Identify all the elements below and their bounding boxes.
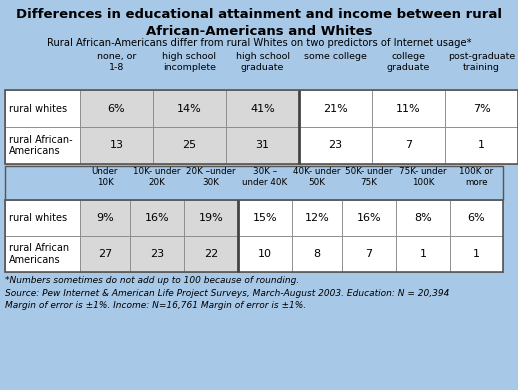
- Text: 14%: 14%: [177, 103, 202, 113]
- Text: 16%: 16%: [145, 213, 169, 223]
- Bar: [130, 200, 184, 236]
- Text: 21%: 21%: [323, 103, 348, 113]
- Text: 25: 25: [182, 140, 196, 151]
- Bar: [80, 127, 153, 164]
- Bar: [153, 90, 226, 127]
- Text: high school
graduate: high school graduate: [236, 52, 290, 72]
- Text: 12%: 12%: [305, 213, 329, 223]
- Text: 19%: 19%: [198, 213, 223, 223]
- Text: rural whites: rural whites: [9, 103, 67, 113]
- Text: 41%: 41%: [250, 103, 275, 113]
- Bar: [299, 90, 372, 127]
- Text: Differences in educational attainment and income between rural
African-Americans: Differences in educational attainment an…: [16, 8, 502, 38]
- Bar: [5, 236, 80, 272]
- Bar: [80, 200, 130, 236]
- Bar: [445, 90, 518, 127]
- Text: 7%: 7%: [472, 103, 491, 113]
- Text: 6%: 6%: [108, 103, 125, 113]
- Text: college
graduate: college graduate: [387, 52, 430, 72]
- Text: rural whites: rural whites: [9, 213, 67, 223]
- Bar: [342, 236, 396, 272]
- Text: Under
10K: Under 10K: [92, 167, 118, 187]
- Bar: [5, 200, 80, 236]
- Bar: [238, 236, 292, 272]
- Text: 6%: 6%: [468, 213, 485, 223]
- Bar: [5, 166, 503, 200]
- Bar: [5, 127, 80, 164]
- Bar: [226, 127, 299, 164]
- Bar: [5, 200, 503, 272]
- Text: 8%: 8%: [414, 213, 432, 223]
- Text: Rural African-Americans differ from rural Whites on two predictors of Internet u: Rural African-Americans differ from rura…: [47, 38, 471, 48]
- Text: rural African-
Americans: rural African- Americans: [9, 135, 73, 156]
- Bar: [130, 236, 184, 272]
- Bar: [5, 90, 80, 127]
- Text: 30K –
under 40K: 30K – under 40K: [242, 167, 287, 187]
- Text: 50K- under
75K: 50K- under 75K: [345, 167, 393, 187]
- Text: 100K or
more: 100K or more: [459, 167, 494, 187]
- Bar: [342, 200, 396, 236]
- Text: 27: 27: [98, 249, 112, 259]
- Text: 31: 31: [255, 140, 269, 151]
- Text: 23: 23: [328, 140, 342, 151]
- Bar: [292, 200, 342, 236]
- Text: 75K- under
100K: 75K- under 100K: [399, 167, 447, 187]
- Bar: [396, 236, 450, 272]
- Text: 7: 7: [365, 249, 372, 259]
- Text: 1: 1: [420, 249, 426, 259]
- Bar: [372, 127, 445, 164]
- Text: 15%: 15%: [253, 213, 277, 223]
- Bar: [226, 90, 299, 127]
- Bar: [184, 200, 238, 236]
- Text: 40K- under
50K: 40K- under 50K: [293, 167, 341, 187]
- Text: 20K –under
30K: 20K –under 30K: [186, 167, 236, 187]
- Text: 10K- under
20K: 10K- under 20K: [133, 167, 181, 187]
- Text: 13: 13: [109, 140, 123, 151]
- Text: rural African
Americans: rural African Americans: [9, 243, 69, 265]
- Bar: [184, 236, 238, 272]
- Text: *Numbers sometimes do not add up to 100 because of rounding.: *Numbers sometimes do not add up to 100 …: [5, 276, 299, 285]
- Text: 11%: 11%: [396, 103, 421, 113]
- Bar: [450, 200, 503, 236]
- Text: 8: 8: [313, 249, 321, 259]
- Text: high school
incomplete: high school incomplete: [163, 52, 217, 72]
- Text: 9%: 9%: [96, 213, 114, 223]
- Text: 10: 10: [258, 249, 272, 259]
- Bar: [372, 90, 445, 127]
- Bar: [396, 200, 450, 236]
- Text: 1: 1: [473, 249, 480, 259]
- Bar: [80, 236, 130, 272]
- Bar: [445, 127, 518, 164]
- Text: 23: 23: [150, 249, 164, 259]
- Text: post-graduate
training: post-graduate training: [448, 52, 515, 72]
- Bar: [299, 127, 372, 164]
- Text: 22: 22: [204, 249, 218, 259]
- Bar: [5, 90, 518, 164]
- Bar: [80, 90, 153, 127]
- Bar: [292, 236, 342, 272]
- Text: Source: Pew Internet & American Life Project Surveys, March-August 2003. Educati: Source: Pew Internet & American Life Pro…: [5, 289, 450, 310]
- Text: some college: some college: [304, 52, 367, 61]
- Bar: [238, 200, 292, 236]
- Text: 16%: 16%: [357, 213, 381, 223]
- Text: 7: 7: [405, 140, 412, 151]
- Text: none, or
1-8: none, or 1-8: [97, 52, 136, 72]
- Bar: [153, 127, 226, 164]
- Bar: [450, 236, 503, 272]
- Text: 1: 1: [478, 140, 485, 151]
